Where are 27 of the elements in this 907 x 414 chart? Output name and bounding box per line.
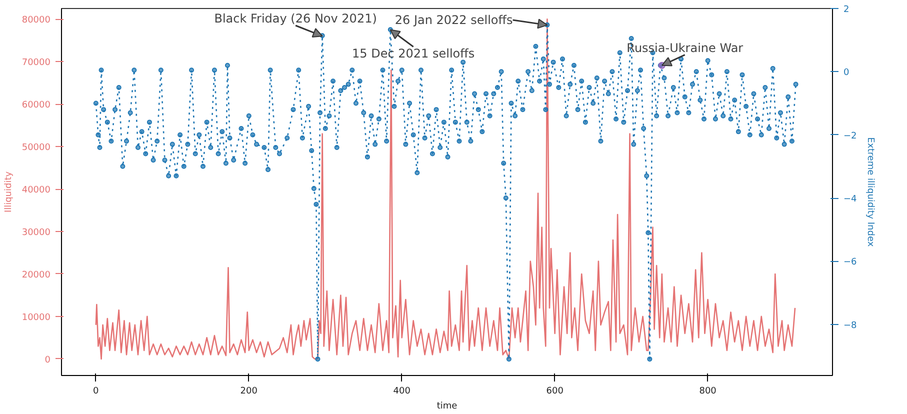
- x-tick-label: 400: [393, 386, 411, 396]
- y-tick-label: 60000: [22, 100, 51, 111]
- annotation: Black Friday (26 Nov 2021): [214, 11, 377, 26]
- x-tick-label: 600: [546, 386, 564, 396]
- y2-tick-label: 0: [844, 68, 850, 78]
- y2-tick-label: −8: [844, 320, 858, 331]
- x-tick-label: 0: [93, 386, 100, 396]
- y2-tick-label: −4: [844, 194, 858, 204]
- y2-tick-label: −2: [844, 131, 857, 142]
- y-tick-label: 40000: [22, 186, 51, 196]
- annotation: 15 Dec 2021 selloffs: [352, 46, 475, 61]
- y-tick-label: 10000: [22, 312, 51, 323]
- y2-tick-label: −6: [844, 258, 858, 268]
- y-tick-label: 70000: [22, 58, 51, 68]
- y-tick-label: 50000: [22, 143, 51, 154]
- x-tick-label: 800: [699, 386, 717, 396]
- y-tick-label: 30000: [22, 228, 51, 238]
- y-tick-label: 0: [44, 355, 51, 366]
- x-tick-label: 200: [240, 386, 258, 396]
- y2-tick-label: 2: [844, 5, 850, 15]
- y-tick-label: 20000: [22, 270, 51, 280]
- y-tick-label: 80000: [22, 16, 51, 26]
- x-axis-title: time: [436, 402, 458, 412]
- annotation: Russia-Ukraine War: [626, 40, 744, 55]
- y2-axis-title: Extreme illiquidity Index: [864, 137, 875, 248]
- annotation: 26 Jan 2022 selloffs: [394, 12, 513, 27]
- y-axis-title: Illiquidity: [4, 170, 14, 213]
